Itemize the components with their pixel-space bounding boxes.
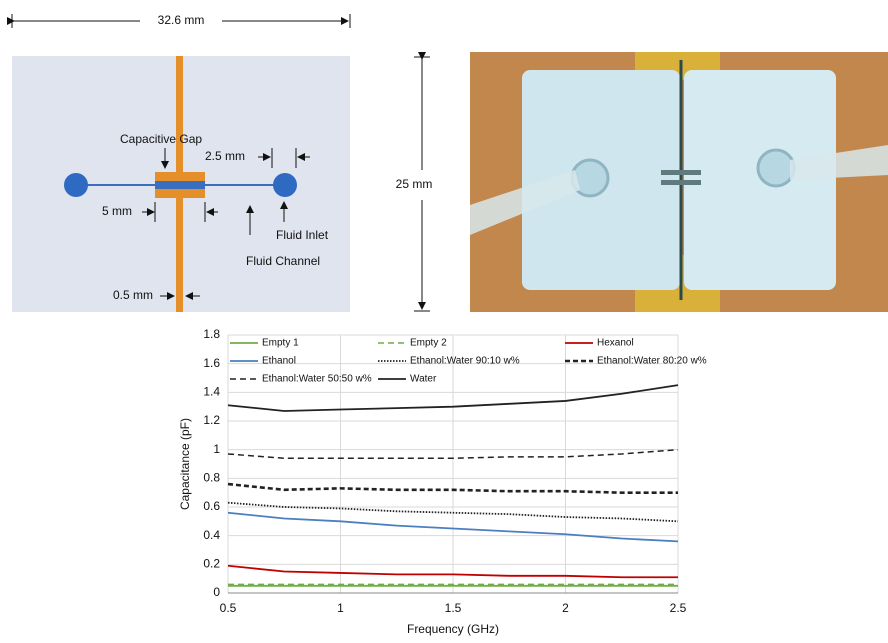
y-tick-label: 1.6 <box>203 356 220 370</box>
x-tick-label: 1.5 <box>445 601 462 615</box>
y-tick-label: 1.4 <box>203 385 220 399</box>
series-line <box>227 511 679 543</box>
chart: 0 0.2 0.4 0.6 0.8 1 1.2 1.4 1.6 1.8 0.5 1 1.5 2 2.5 Fre… <box>178 327 707 636</box>
inlet-label: Fluid Inlet <box>276 228 329 242</box>
inlet-spacing-label: 2.5 mm <box>205 149 245 163</box>
x-tick-label: 2.5 <box>670 601 687 615</box>
y-tick-label: 1 <box>213 442 220 456</box>
y-tick-label: 0.6 <box>203 499 220 513</box>
legend-label: Water <box>410 374 437 385</box>
series-line <box>227 384 679 412</box>
line-width-label: 0.5 mm <box>113 288 153 302</box>
device-photo <box>470 52 888 312</box>
series-line <box>227 482 678 494</box>
series-line <box>227 501 679 523</box>
series-line <box>227 564 678 579</box>
width-label: 32.6 mm <box>158 13 205 27</box>
y-tick-label: 0.8 <box>203 471 220 485</box>
y-axis-label: Capacitance (pF) <box>178 418 192 510</box>
capacitor-width-label: 5 mm <box>102 204 132 218</box>
channel-label: Fluid Channel <box>246 254 320 268</box>
x-tick-label: 0.5 <box>220 601 237 615</box>
legend-label: Empty 2 <box>410 338 447 349</box>
x-axis-label: Frequency (GHz) <box>407 622 499 636</box>
legend-label: Ethanol:Water 90:10 w% <box>410 356 520 367</box>
y-tick-label: 1.8 <box>203 327 220 341</box>
legend-label: Ethanol:Water 50:50 w% <box>262 374 372 385</box>
legend-label: Hexanol <box>597 338 634 349</box>
y-tick-label: 1.2 <box>203 413 220 427</box>
x-tick-label: 1 <box>337 601 344 615</box>
series-line <box>227 448 679 460</box>
height-label: 25 mm <box>396 177 433 191</box>
layout-diagram: 32.6 mm Capacitive Gap 2.5 mm 5 mm Fluid… <box>7 13 433 312</box>
x-tick-label: 2 <box>562 601 569 615</box>
y-tick-label: 0.2 <box>203 557 220 571</box>
y-tick-label: 0 <box>213 585 220 599</box>
legend-label: Ethanol:Water 80:20 w% <box>597 356 707 367</box>
gap-label: Capacitive Gap <box>120 132 202 146</box>
legend-label: Empty 1 <box>262 338 299 349</box>
y-tick-label: 0.4 <box>203 528 220 542</box>
legend-label: Ethanol <box>262 356 296 367</box>
